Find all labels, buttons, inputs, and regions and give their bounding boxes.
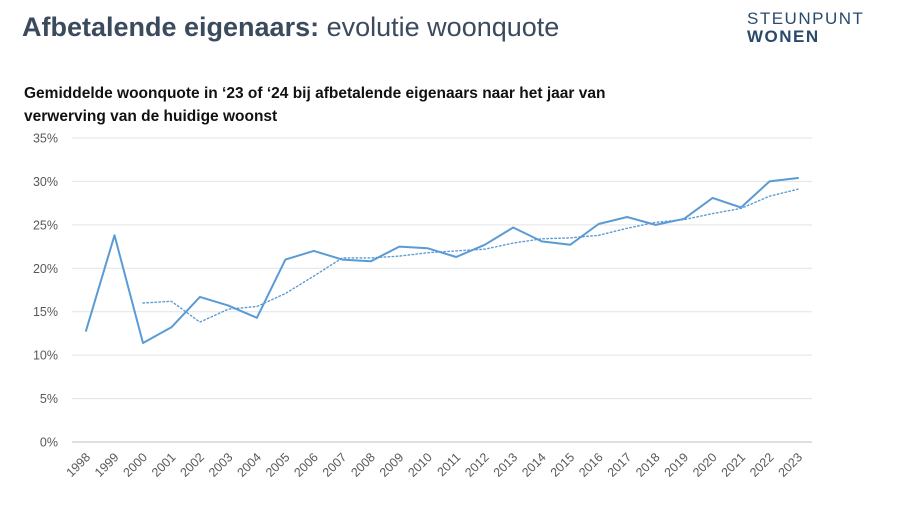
y-tick-label: 5% xyxy=(40,392,58,406)
x-tick-label: 2015 xyxy=(548,450,578,480)
x-tick-label: 2010 xyxy=(405,450,435,480)
x-axis-ticks: 1998199920002001200220032004200520062007… xyxy=(64,450,806,480)
steunpunt-wonen-logo: STEUNPUNT WONEN xyxy=(747,10,864,46)
logo-line-1: STEUNPUNT xyxy=(747,9,865,28)
x-tick-label: 2004 xyxy=(234,450,264,480)
x-tick-label: 2019 xyxy=(662,450,692,480)
x-tick-label: 2011 xyxy=(434,450,463,479)
x-tick-label: 2016 xyxy=(576,450,606,480)
x-tick-label: 2009 xyxy=(377,450,407,480)
x-tick-label: 1999 xyxy=(92,450,122,480)
x-tick-label: 2020 xyxy=(690,450,720,480)
trend-line-series xyxy=(142,188,799,323)
x-tick-label: 2003 xyxy=(206,450,236,480)
x-tick-label: 2007 xyxy=(320,450,350,480)
x-tick-label: 2005 xyxy=(263,450,293,480)
y-tick-label: 25% xyxy=(33,218,58,232)
y-tick-label: 15% xyxy=(33,305,58,319)
logo-line-2: WONEN xyxy=(747,27,820,46)
y-tick-label: 35% xyxy=(33,132,58,146)
x-tick-label: 2018 xyxy=(633,450,663,480)
x-tick-label: 2006 xyxy=(291,450,321,480)
slide-title: Afbetalende eigenaars: evolutie woonquot… xyxy=(22,12,559,43)
x-tick-label: 2001 xyxy=(149,450,179,480)
x-tick-label: 2002 xyxy=(177,450,207,480)
x-tick-label: 2012 xyxy=(462,450,492,480)
x-tick-label: 2008 xyxy=(348,450,378,480)
y-tick-label: 0% xyxy=(40,436,58,450)
x-tick-label: 2023 xyxy=(776,450,806,480)
woonquote-line-series xyxy=(85,177,799,344)
slide-title-rest: evolutie woonquote xyxy=(326,12,560,42)
x-tick-label: 2014 xyxy=(519,450,549,480)
x-tick-label: 2013 xyxy=(491,450,521,480)
y-tick-label: 30% xyxy=(33,175,58,189)
y-tick-label: 10% xyxy=(33,349,58,363)
slide-title-bold: Afbetalende eigenaars: xyxy=(22,12,320,42)
y-tick-label: 20% xyxy=(33,262,58,276)
y-axis-ticks: 0% 5% 10% 15% 20% 25% 30% 35% xyxy=(33,132,58,450)
gridlines xyxy=(72,137,812,443)
x-tick-label: 2017 xyxy=(605,450,635,480)
x-tick-label: 1998 xyxy=(64,450,94,480)
chart-title: Gemiddelde woonquote in ‘23 of ‘24 bij a… xyxy=(24,85,606,125)
x-tick-label: 2000 xyxy=(121,450,151,480)
x-tick-label: 2022 xyxy=(747,450,777,480)
series-group xyxy=(85,177,799,344)
x-tick-label: 2021 xyxy=(719,450,749,480)
